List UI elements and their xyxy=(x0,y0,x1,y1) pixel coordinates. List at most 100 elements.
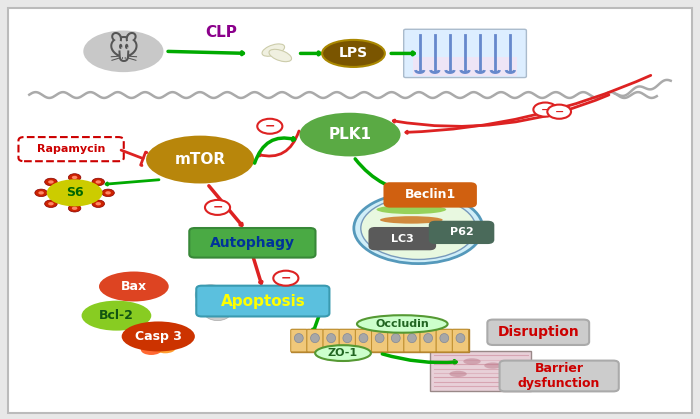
Ellipse shape xyxy=(359,334,368,343)
Text: Disruption: Disruption xyxy=(498,325,579,339)
Text: −: − xyxy=(281,272,291,285)
Text: LPS: LPS xyxy=(339,47,368,60)
Ellipse shape xyxy=(322,40,385,67)
Text: mTOR: mTOR xyxy=(174,152,225,167)
Ellipse shape xyxy=(407,334,416,343)
Ellipse shape xyxy=(45,178,57,186)
Ellipse shape xyxy=(204,291,217,298)
Ellipse shape xyxy=(382,229,441,236)
Ellipse shape xyxy=(225,287,250,303)
Text: Beclin1: Beclin1 xyxy=(405,189,456,202)
FancyBboxPatch shape xyxy=(430,222,494,243)
Ellipse shape xyxy=(343,334,352,343)
FancyBboxPatch shape xyxy=(388,329,404,352)
FancyBboxPatch shape xyxy=(372,329,388,352)
FancyBboxPatch shape xyxy=(323,329,340,352)
FancyBboxPatch shape xyxy=(404,329,420,352)
Ellipse shape xyxy=(204,303,232,321)
Ellipse shape xyxy=(195,285,226,305)
Ellipse shape xyxy=(484,362,502,369)
Ellipse shape xyxy=(102,189,114,197)
Ellipse shape xyxy=(212,308,223,315)
Ellipse shape xyxy=(424,334,433,343)
Text: Barrier
dysfunction: Barrier dysfunction xyxy=(518,362,601,390)
FancyBboxPatch shape xyxy=(340,329,356,352)
FancyBboxPatch shape xyxy=(189,228,316,258)
Ellipse shape xyxy=(262,44,285,56)
Ellipse shape xyxy=(122,321,195,352)
Ellipse shape xyxy=(463,358,481,365)
Ellipse shape xyxy=(391,334,400,343)
Ellipse shape xyxy=(146,136,254,184)
Ellipse shape xyxy=(327,334,335,343)
FancyBboxPatch shape xyxy=(307,329,323,352)
FancyBboxPatch shape xyxy=(384,183,476,207)
Text: Autophagy: Autophagy xyxy=(210,236,295,250)
Ellipse shape xyxy=(95,180,101,184)
Ellipse shape xyxy=(202,303,211,308)
Ellipse shape xyxy=(48,180,54,184)
FancyBboxPatch shape xyxy=(487,320,589,345)
Text: −: − xyxy=(554,107,564,116)
Text: Apoptosis: Apoptosis xyxy=(220,294,305,308)
Ellipse shape xyxy=(48,202,54,205)
Ellipse shape xyxy=(311,334,319,343)
Ellipse shape xyxy=(95,202,101,205)
FancyBboxPatch shape xyxy=(196,286,330,316)
Text: Rapamycin: Rapamycin xyxy=(37,144,105,154)
Ellipse shape xyxy=(83,31,164,72)
Ellipse shape xyxy=(38,191,44,194)
Circle shape xyxy=(547,105,571,119)
Ellipse shape xyxy=(315,345,371,361)
FancyBboxPatch shape xyxy=(290,329,468,352)
Ellipse shape xyxy=(357,315,447,333)
FancyBboxPatch shape xyxy=(436,329,452,352)
Circle shape xyxy=(533,103,557,116)
Ellipse shape xyxy=(47,179,102,207)
Ellipse shape xyxy=(269,49,292,62)
Ellipse shape xyxy=(69,174,81,181)
Text: Occludin: Occludin xyxy=(375,319,429,329)
Ellipse shape xyxy=(375,334,384,343)
Ellipse shape xyxy=(92,200,104,207)
Ellipse shape xyxy=(300,113,400,156)
Ellipse shape xyxy=(196,298,218,313)
Ellipse shape xyxy=(35,189,48,197)
FancyBboxPatch shape xyxy=(413,57,517,76)
Circle shape xyxy=(273,271,298,286)
Ellipse shape xyxy=(72,207,78,210)
Ellipse shape xyxy=(72,176,78,179)
Ellipse shape xyxy=(45,200,57,207)
FancyBboxPatch shape xyxy=(500,361,619,391)
Ellipse shape xyxy=(82,301,151,331)
FancyBboxPatch shape xyxy=(18,137,124,161)
Ellipse shape xyxy=(295,334,303,343)
FancyBboxPatch shape xyxy=(356,329,372,352)
Text: CLP: CLP xyxy=(205,25,237,40)
Text: S6: S6 xyxy=(66,186,83,199)
Ellipse shape xyxy=(141,344,162,355)
Ellipse shape xyxy=(155,343,176,353)
Ellipse shape xyxy=(380,216,442,224)
Ellipse shape xyxy=(456,334,465,343)
Circle shape xyxy=(205,200,230,215)
FancyBboxPatch shape xyxy=(370,228,435,249)
Ellipse shape xyxy=(377,205,446,214)
FancyBboxPatch shape xyxy=(430,351,531,391)
Ellipse shape xyxy=(211,292,246,315)
FancyBboxPatch shape xyxy=(452,329,468,352)
Text: −: − xyxy=(212,201,223,214)
Ellipse shape xyxy=(221,299,235,307)
FancyBboxPatch shape xyxy=(290,329,307,352)
Text: 🐭: 🐭 xyxy=(108,36,139,66)
Text: ZO-1: ZO-1 xyxy=(328,348,358,358)
Text: PLK1: PLK1 xyxy=(328,127,372,142)
Ellipse shape xyxy=(440,334,449,343)
Text: Bcl-2: Bcl-2 xyxy=(99,309,134,322)
Ellipse shape xyxy=(92,178,104,186)
Ellipse shape xyxy=(69,204,81,212)
Text: Bax: Bax xyxy=(121,280,147,293)
Ellipse shape xyxy=(354,193,483,264)
Ellipse shape xyxy=(105,191,111,194)
Ellipse shape xyxy=(360,197,476,259)
